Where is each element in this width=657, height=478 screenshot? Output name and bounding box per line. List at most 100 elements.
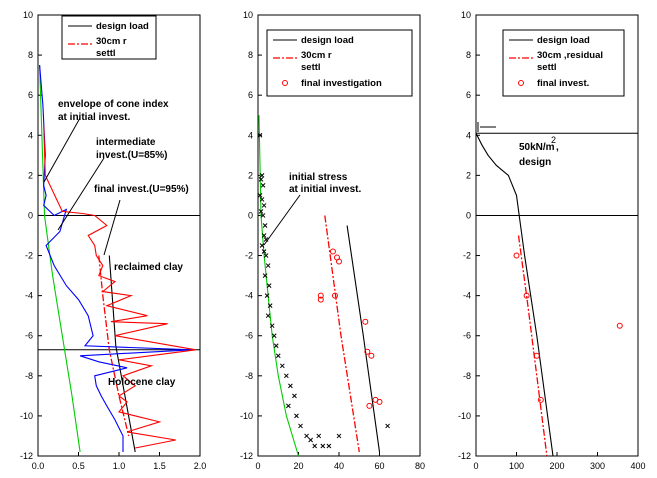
data-point xyxy=(537,396,544,403)
data-point xyxy=(513,252,520,259)
leader-line xyxy=(43,117,81,183)
data-point xyxy=(366,402,373,409)
annotation: , xyxy=(556,142,559,153)
annotation: design xyxy=(519,157,551,168)
annotation: invest.(U=85%) xyxy=(96,150,167,161)
y-tick-label: 0 xyxy=(28,210,33,220)
data-point xyxy=(261,249,267,254)
annotation: envelope of cone index xyxy=(58,99,169,110)
y-tick-label: -6 xyxy=(463,331,471,341)
data-point xyxy=(262,273,268,278)
y-tick-label: -10 xyxy=(458,411,471,421)
data-point xyxy=(616,322,623,329)
legend-label: design load xyxy=(96,21,149,32)
series-line xyxy=(324,215,360,453)
y-tick-label: 6 xyxy=(466,90,471,100)
legend-swatch xyxy=(282,80,288,86)
legend-label: design load xyxy=(537,35,590,46)
y-tick-label: -4 xyxy=(25,291,33,301)
y-tick-label: -12 xyxy=(240,451,253,461)
y-tick-label: 4 xyxy=(28,130,33,140)
x-tick-label: 0 xyxy=(255,461,260,471)
y-tick-label: 2 xyxy=(248,170,253,180)
data-point xyxy=(326,443,332,449)
x-tick-label: 1.0 xyxy=(113,461,126,471)
data-point xyxy=(336,258,342,265)
data-point xyxy=(317,296,324,303)
legend-label: settl xyxy=(301,62,321,73)
data-point xyxy=(523,292,530,299)
data-point xyxy=(260,213,266,218)
data-point xyxy=(257,193,263,198)
y-tick-label: 2 xyxy=(466,170,471,180)
x-tick-label: 80 xyxy=(415,461,425,471)
x-tick-label: 20 xyxy=(293,461,303,471)
series-line xyxy=(39,65,192,452)
legend-label: design load xyxy=(301,35,354,46)
data-point xyxy=(263,253,269,258)
data-point xyxy=(275,353,281,359)
data-point xyxy=(261,233,267,238)
x-tick-label: 2.0 xyxy=(194,461,207,471)
data-point xyxy=(269,323,275,329)
series-line xyxy=(346,225,381,453)
annotation: final invest.(U=95%) xyxy=(94,184,189,195)
data-point xyxy=(294,413,299,419)
data-point xyxy=(385,423,390,429)
y-tick-label: 8 xyxy=(248,50,253,60)
plot-frame xyxy=(37,14,201,457)
data-point xyxy=(364,348,371,355)
legend-box xyxy=(266,29,413,97)
x-tick-label: 300 xyxy=(590,461,605,471)
x-tick-label: 200 xyxy=(549,461,564,471)
legend-label: final invest. xyxy=(537,78,589,89)
x-tick-label: 0 xyxy=(473,461,478,471)
y-tick-label: -8 xyxy=(245,371,253,381)
series-line xyxy=(43,125,196,449)
y-tick-label: -4 xyxy=(245,291,253,301)
data-point xyxy=(376,398,383,405)
y-tick-label: 2 xyxy=(28,170,33,180)
y-tick-label: -10 xyxy=(20,411,33,421)
legend-swatch xyxy=(518,80,524,86)
y-tick-label: -2 xyxy=(463,251,471,261)
legend-label: 30cm ,residual xyxy=(537,50,603,61)
series-line xyxy=(98,255,130,437)
y-tick-label: 4 xyxy=(466,130,471,140)
x-tick-label: 100 xyxy=(509,461,524,471)
annotation: at initial invest. xyxy=(289,184,361,195)
series-line xyxy=(258,115,300,457)
data-point xyxy=(258,209,264,214)
annotation: initial stress xyxy=(289,172,348,183)
leader-line xyxy=(263,194,301,246)
data-point xyxy=(288,383,293,389)
series-line xyxy=(517,235,548,457)
data-point xyxy=(329,248,336,255)
chart-panel-1: -12 -10 -8 -6 -4 -2 0 2 4 6 8 10 0.0 0.5 1.0 1.5 2.0 desi… xyxy=(20,10,206,471)
data-point xyxy=(265,263,271,268)
y-tick-label: -2 xyxy=(25,251,33,261)
legend-label: final investigation xyxy=(301,78,382,89)
y-tick-label: -6 xyxy=(245,331,253,341)
data-point xyxy=(260,183,266,188)
y-tick-label: 6 xyxy=(28,90,33,100)
data-point xyxy=(267,303,273,309)
data-point xyxy=(336,433,342,439)
data-point xyxy=(279,363,285,369)
data-point xyxy=(368,352,375,359)
data-point xyxy=(317,292,324,299)
data-point xyxy=(261,203,267,208)
x-tick-label: 400 xyxy=(630,461,645,471)
data-point xyxy=(362,318,369,325)
series-line xyxy=(475,133,554,457)
data-point xyxy=(259,173,265,178)
y-tick-label: -6 xyxy=(25,331,33,341)
data-point xyxy=(262,223,268,228)
legend-label: 30cm r xyxy=(96,36,127,47)
chart-panel-2: -12 -10 -8 -6 -4 -2 0 2 4 6 8 10 0 20 40 60 80 design loa… xyxy=(240,10,425,471)
y-tick-label: -10 xyxy=(240,411,253,421)
annotation: reclaimed clay xyxy=(114,262,183,273)
data-point xyxy=(316,433,322,439)
legend-label: settl xyxy=(537,62,557,73)
data-point xyxy=(308,437,314,443)
